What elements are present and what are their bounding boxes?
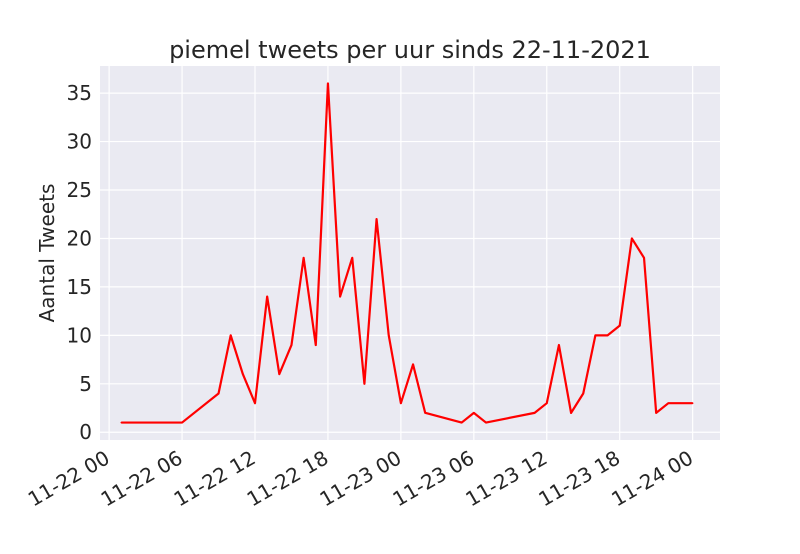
data-point	[339, 295, 341, 298]
data-point	[667, 402, 670, 404]
data-point	[691, 402, 694, 404]
chart-title: piemel tweets per uur sinds 22-11-2021	[169, 36, 651, 64]
data-point	[558, 344, 560, 346]
y-tick-label: 0	[79, 420, 92, 444]
data-point	[217, 392, 220, 395]
data-point	[412, 363, 414, 366]
data-point	[400, 402, 402, 404]
x-tick-label: 11-23 00	[316, 446, 406, 512]
data-point	[242, 373, 244, 375]
data-point	[485, 421, 487, 424]
y-axis: 0 5 10 15 20 25 30 35	[67, 81, 92, 444]
y-tick-label: 15	[67, 275, 92, 299]
data-point	[533, 412, 536, 414]
data-point	[545, 402, 548, 404]
data-point	[655, 412, 657, 414]
data-point	[387, 334, 390, 337]
data-point	[679, 402, 682, 404]
data-point	[266, 295, 268, 298]
data-point	[290, 344, 293, 346]
x-tick-label: 11-22 06	[97, 446, 187, 512]
y-tick-label: 10	[67, 323, 92, 347]
y-tick-label: 5	[79, 372, 92, 396]
data-point	[302, 257, 305, 259]
x-tick-label: 11-23 18	[534, 446, 624, 512]
data-point	[229, 334, 232, 337]
data-point	[606, 334, 609, 337]
data-point	[460, 421, 463, 424]
data-point	[375, 218, 378, 220]
x-tick-label: 11-23 06	[388, 446, 478, 512]
y-axis-label: Aantal Tweets	[35, 184, 59, 323]
grid-lines	[100, 66, 720, 440]
y-tick-label: 35	[67, 81, 92, 105]
x-tick-label: 11-24 00	[607, 446, 697, 512]
data-point	[351, 257, 354, 259]
data-point	[631, 237, 633, 240]
data-point	[254, 402, 256, 404]
data-point	[363, 383, 366, 385]
x-tick-label: 11-23 12	[461, 446, 551, 512]
series-layer	[120, 82, 694, 424]
data-point	[314, 344, 317, 346]
data-point	[327, 82, 329, 85]
data-point	[424, 412, 426, 414]
data-point	[618, 324, 621, 327]
data-point	[181, 421, 183, 424]
data-point	[643, 257, 645, 259]
y-tick-label: 30	[67, 130, 92, 154]
data-point	[120, 421, 123, 424]
data-point	[473, 412, 475, 414]
data-point	[278, 373, 281, 375]
data-point	[594, 334, 597, 337]
data-point	[570, 412, 572, 414]
y-tick-label: 25	[67, 178, 92, 202]
y-tick-label: 20	[67, 226, 92, 250]
x-tick-label: 11-22 18	[243, 446, 333, 512]
x-tick-label: 11-22 12	[170, 446, 260, 512]
x-tick-label: 11-22 00	[24, 446, 114, 512]
data-point	[582, 392, 585, 395]
